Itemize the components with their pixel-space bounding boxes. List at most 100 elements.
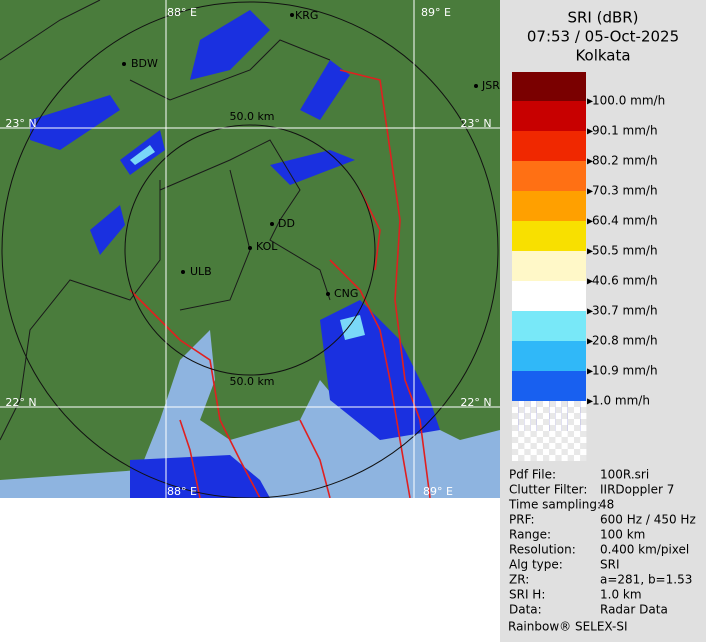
checker: [567, 449, 574, 455]
legend-tick: ▸: [587, 364, 593, 378]
info-label: ZR:: [509, 573, 529, 587]
legend-top: [512, 72, 586, 101]
legend-label: 1.0 mm/h: [592, 394, 650, 408]
checker: [549, 437, 556, 443]
legend-swatch: [512, 221, 586, 251]
legend-tick: ▸: [587, 334, 593, 348]
checker: [561, 455, 568, 461]
checker: [543, 443, 550, 449]
checker: [530, 419, 537, 425]
header-time: 07:53 / 05-Oct-2025: [527, 28, 679, 46]
checker: [512, 443, 519, 449]
checker: [543, 431, 550, 437]
checker: [561, 443, 568, 449]
footer: Rainbow® SELEX-SI: [508, 620, 628, 634]
place-label: ULB: [190, 265, 212, 278]
legend-label: 30.7 mm/h: [592, 304, 658, 318]
checker: [561, 419, 568, 425]
place-label: KOL: [256, 240, 278, 253]
checker: [543, 419, 550, 425]
grid-label: 89° E: [421, 6, 451, 19]
info-label: Alg type:: [509, 558, 563, 572]
header-title: SRI (dBR): [567, 9, 638, 27]
grid-label: 22° N: [5, 396, 36, 409]
checker: [536, 431, 543, 437]
place-dots: [122, 13, 478, 296]
checker: [555, 419, 562, 425]
checker: [518, 455, 525, 461]
info-value: 100R.sri: [600, 468, 649, 482]
info-label: Pdf File:: [509, 468, 556, 482]
checker: [512, 431, 519, 437]
grid-label: 23° N: [5, 117, 36, 130]
checker: [518, 401, 525, 407]
legend-tick: ▸: [587, 94, 593, 108]
info-label: PRF:: [509, 513, 535, 527]
checker: [524, 437, 531, 443]
checker: [549, 455, 556, 461]
checker: [567, 407, 574, 413]
legend-tick: ▸: [587, 244, 593, 258]
checker: [549, 431, 556, 437]
checker: [555, 425, 562, 431]
legend-swatch: [512, 311, 586, 341]
legend-swatch: [512, 101, 586, 131]
checker: [536, 443, 543, 449]
checker: [580, 419, 587, 425]
legend-label: 80.2 mm/h: [592, 154, 658, 168]
checker: [567, 437, 574, 443]
info-label: Resolution:: [509, 543, 576, 557]
checker: [549, 407, 556, 413]
grid-label: 88° E: [167, 6, 197, 19]
checker: [518, 431, 525, 437]
info-value: 48: [599, 498, 614, 512]
rain-core: [130, 145, 365, 340]
checker: [567, 419, 574, 425]
checker: [580, 443, 587, 449]
checker: [524, 401, 531, 407]
checker: [574, 449, 581, 455]
checker: [530, 437, 537, 443]
checker: [574, 437, 581, 443]
checker: [530, 455, 537, 461]
checker: [549, 419, 556, 425]
rivers: [129, 69, 431, 498]
checker: [574, 425, 581, 431]
legend-label: 10.9 mm/h: [592, 364, 658, 378]
checker: [530, 407, 537, 413]
checker: [567, 455, 574, 461]
checker: [543, 425, 550, 431]
checker: [555, 407, 562, 413]
checker: [536, 425, 543, 431]
checker: [524, 425, 531, 431]
checker: [561, 407, 568, 413]
checker: [518, 443, 525, 449]
legend-swatch: [512, 281, 586, 311]
checker: [561, 437, 568, 443]
legend-label: 40.6 mm/h: [592, 274, 658, 288]
checker: [512, 407, 519, 413]
legend-label: 70.3 mm/h: [592, 184, 658, 198]
checker: [574, 407, 581, 413]
checker: [524, 407, 531, 413]
checker: [536, 455, 543, 461]
info-value: IIRDoppler 7: [600, 483, 674, 497]
checker: [567, 401, 574, 407]
checker: [524, 443, 531, 449]
checker: [580, 437, 587, 443]
place-label: CNG: [334, 287, 358, 300]
legend-swatch: [512, 341, 586, 371]
range-rings: [1, 1, 499, 498]
legend-tick: ▸: [587, 304, 593, 318]
checker: [549, 413, 556, 419]
checker: [580, 407, 587, 413]
grid-label: 23° N: [460, 117, 491, 130]
checker: [555, 413, 562, 419]
place-label: DD: [278, 217, 295, 230]
checker: [536, 419, 543, 425]
legend-label: 100.0 mm/h: [592, 94, 665, 108]
checker: [530, 431, 537, 437]
checker: [512, 401, 519, 407]
legend-swatch: [512, 161, 586, 191]
checker: [574, 455, 581, 461]
